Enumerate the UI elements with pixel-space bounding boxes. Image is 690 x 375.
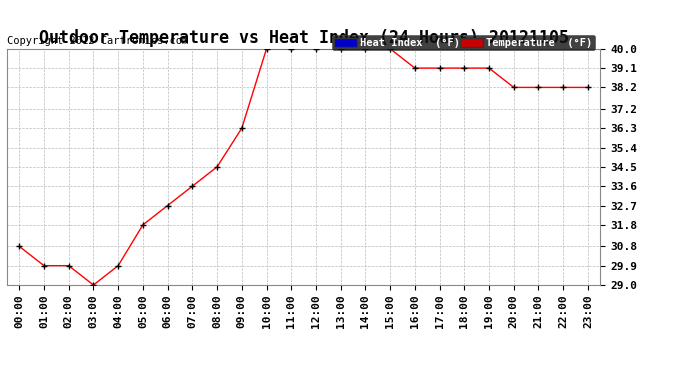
Title: Outdoor Temperature vs Heat Index (24 Hours) 20121105: Outdoor Temperature vs Heat Index (24 Ho… — [39, 29, 569, 47]
Text: Copyright 2012 Cartronics.com: Copyright 2012 Cartronics.com — [7, 36, 188, 46]
Legend: Heat Index  (°F), Temperature  (°F): Heat Index (°F), Temperature (°F) — [332, 35, 595, 51]
